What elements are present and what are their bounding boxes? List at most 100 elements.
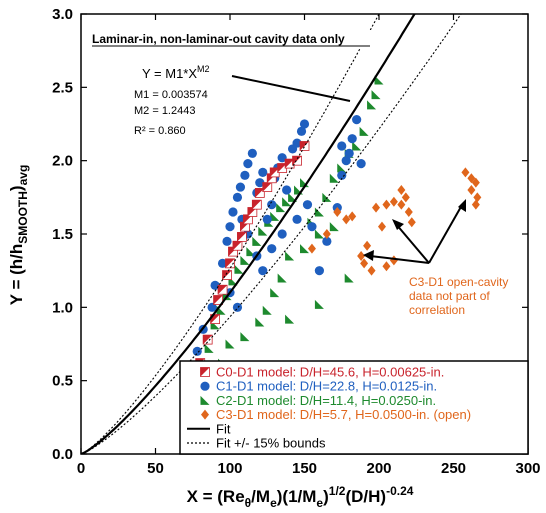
data-point — [314, 266, 324, 276]
y-label-main: Y = (h/h — [7, 244, 26, 306]
note-arrow-3 — [369, 255, 430, 264]
data-point — [240, 170, 250, 180]
data-point — [382, 261, 391, 272]
x-label-sub1: θ — [245, 496, 252, 510]
plot-title: Laminar-in, non-laminar-out cavity data … — [92, 32, 345, 46]
legend-label: Fit +/- 15% bounds — [216, 436, 326, 451]
data-point — [389, 255, 398, 266]
data-point — [258, 167, 268, 177]
equation-annotation: Y = M1*XM2 M1 = 0.003574 M2 = 1.2443 R² … — [134, 64, 351, 137]
data-point — [255, 178, 265, 188]
y-label-sub2: avg — [16, 165, 30, 186]
data-point — [356, 159, 366, 169]
data-point — [467, 185, 476, 195]
data-point — [228, 207, 238, 217]
legend-label: C2-D1 model: D/H=11.4, H=0.0250-in. — [216, 393, 436, 408]
data-point — [374, 75, 384, 85]
data-point-fill — [292, 156, 302, 166]
data-point — [234, 264, 244, 274]
data-point — [299, 141, 310, 151]
data-point — [225, 222, 235, 232]
legend-label: Fit — [216, 421, 231, 436]
y-tick-label: 1.0 — [52, 299, 73, 316]
x-tick-label: 200 — [366, 460, 391, 477]
y-label-sub: SMOOTH — [16, 191, 30, 244]
data-point-fill — [247, 207, 257, 217]
data-point — [267, 244, 277, 254]
data-point — [282, 185, 292, 195]
data-point — [225, 339, 235, 349]
note-arrowhead-1 — [392, 219, 404, 230]
plot-title-group: Laminar-in, non-laminar-out cavity data … — [87, 30, 374, 48]
data-point — [202, 334, 213, 345]
data-point — [282, 197, 292, 207]
y-tick-label: 3.0 — [52, 6, 73, 23]
note-arrow-1 — [395, 223, 430, 264]
data-point — [352, 141, 362, 151]
legend: C0-D1 model: D/H=45.6, H=0.00625-in.C1-D… — [179, 360, 529, 455]
data-point — [344, 273, 354, 283]
data-point — [407, 217, 416, 228]
data-point — [337, 141, 347, 151]
legend-swatch — [200, 381, 210, 391]
data-point — [389, 196, 398, 207]
data-point — [307, 222, 317, 232]
legend-swatch — [201, 409, 209, 420]
data-point — [471, 177, 480, 188]
data-point — [322, 229, 331, 239]
data-point — [277, 229, 287, 239]
data-point — [348, 211, 357, 222]
legend-label: C1-D1 model: D/H=22.8, H=0.0125-in. — [216, 379, 437, 394]
y-label-end: ) — [7, 185, 26, 191]
data-point — [232, 240, 243, 251]
data-point — [222, 236, 232, 246]
data-point — [270, 211, 280, 221]
data-point — [342, 214, 351, 225]
data-point — [299, 119, 310, 129]
data-point — [302, 200, 313, 210]
data-point-fill — [262, 182, 272, 192]
data-point — [292, 138, 302, 148]
data-point-fill — [285, 159, 295, 169]
x-tick-label: 0 — [77, 460, 85, 477]
y-tick-label: 0.5 — [52, 373, 73, 390]
data-point — [254, 188, 265, 198]
data-point — [204, 343, 214, 353]
legend-item: C0-D1 model: D/H=45.6, H=0.00625-in. — [200, 365, 444, 380]
data-point — [360, 258, 369, 269]
fit-equation: Y = M1*XM2 — [142, 64, 210, 81]
data-point — [262, 214, 272, 224]
note-arrowhead-2 — [458, 199, 466, 212]
data-point — [240, 332, 250, 342]
y-tick-label: 2.0 — [52, 153, 73, 170]
axis-ticks: 0 50 100 150 200 250 300 0.0 0.5 1.0 1.5 2.0 2.5 3.0 — [52, 6, 540, 477]
data-point — [237, 232, 247, 242]
x-label-mid4: (D/H) — [345, 487, 386, 506]
fit-curves — [81, 14, 462, 454]
data-point-fill — [255, 188, 265, 198]
legend-label: C3-D1 model: D/H=5.7, H=0.0500-in. (open… — [216, 407, 471, 422]
data-point — [213, 295, 223, 305]
data-point — [314, 299, 324, 309]
data-point — [367, 265, 376, 276]
fit-lower-bound — [81, 14, 462, 454]
data-point — [382, 199, 391, 210]
legend-item: C1-D1 model: D/H=22.8, H=0.0125-in. — [200, 379, 437, 394]
data-point — [258, 266, 268, 276]
note-arrow-2 — [428, 204, 463, 264]
data-point — [307, 243, 316, 254]
data-point — [225, 258, 235, 269]
x-label-sup2: -0.24 — [386, 484, 414, 498]
legend-item: C2-D1 model: D/H=11.4, H=0.0250-in. — [200, 393, 436, 408]
fit-param-m2: M2 = 1.2443 — [134, 105, 195, 117]
y-tick-label: 2.5 — [52, 79, 73, 96]
fit-param-r2: R² = 0.860 — [134, 125, 186, 137]
data-point — [377, 221, 386, 232]
legend-label: C0-D1 model: D/H=45.6, H=0.00625-in. — [216, 365, 444, 380]
legend-swatch-fill — [200, 367, 210, 377]
data-point — [300, 244, 309, 254]
data-point — [285, 314, 295, 324]
data-point — [296, 126, 307, 136]
data-point — [217, 284, 228, 295]
data-point — [344, 148, 354, 158]
